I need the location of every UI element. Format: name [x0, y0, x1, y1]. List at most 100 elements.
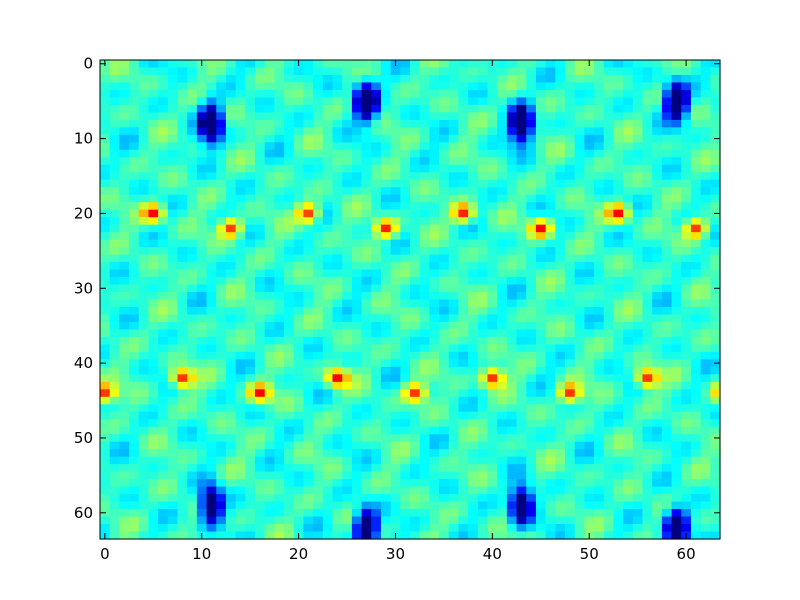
heatmap-cell	[390, 494, 401, 503]
heatmap-cell	[468, 247, 479, 256]
heatmap-cell	[642, 344, 653, 353]
heatmap-cell	[690, 224, 702, 233]
heatmap-cell	[700, 419, 711, 428]
heatmap-cell	[274, 202, 285, 211]
heatmap-cell	[332, 292, 343, 301]
heatmap-cell	[293, 456, 305, 465]
heatmap-cell	[225, 344, 237, 353]
heatmap-cell	[235, 179, 246, 188]
heatmap-cell	[555, 471, 566, 480]
heatmap-cell	[158, 60, 169, 69]
heatmap-cell	[284, 217, 295, 226]
heatmap-cell	[371, 172, 382, 181]
heatmap-cell	[351, 262, 363, 271]
heatmap-cell	[545, 426, 556, 435]
heatmap-cell	[661, 321, 673, 331]
heatmap-cell	[623, 60, 634, 69]
heatmap-cell	[380, 479, 392, 488]
heatmap-cell	[477, 359, 489, 368]
heatmap-cell	[526, 426, 537, 435]
heatmap-cell	[332, 471, 343, 480]
heatmap-cell	[332, 531, 343, 540]
heatmap-cell	[526, 449, 537, 458]
heatmap-cell	[158, 419, 169, 428]
heatmap-cell	[342, 486, 353, 495]
heatmap-cell	[477, 419, 489, 428]
heatmap-cell	[342, 89, 353, 99]
heatmap-cell	[477, 479, 489, 488]
heatmap-cell	[458, 486, 469, 495]
heatmap-cell	[322, 67, 334, 76]
heatmap-cell	[293, 344, 305, 353]
heatmap-cell	[177, 464, 188, 473]
heatmap-cell	[109, 441, 120, 450]
heatmap-cell	[710, 224, 721, 233]
heatmap-cell	[652, 501, 663, 510]
heatmap-cell	[700, 531, 711, 540]
heatmap-cell	[506, 374, 518, 383]
heatmap-cell	[148, 112, 159, 121]
heatmap-cell	[284, 209, 295, 218]
heatmap-cell	[167, 89, 179, 99]
heatmap-cell	[487, 262, 498, 271]
heatmap-cell	[313, 306, 324, 316]
heatmap-cell	[100, 516, 111, 525]
heatmap-cell	[700, 104, 711, 113]
heatmap-cell	[390, 366, 401, 375]
heatmap-cell	[255, 254, 266, 263]
heatmap-cell	[468, 142, 479, 151]
heatmap-cell	[274, 277, 285, 286]
heatmap-cell	[594, 60, 605, 69]
heatmap-cell	[468, 434, 479, 443]
heatmap-cell	[700, 209, 711, 218]
heatmap-cell	[216, 299, 227, 308]
heatmap-cell	[419, 516, 430, 525]
heatmap-cell	[594, 306, 605, 316]
heatmap-cell	[390, 157, 401, 166]
heatmap-cell	[284, 381, 295, 390]
heatmap-cell	[487, 449, 498, 458]
heatmap-cell	[410, 434, 421, 443]
heatmap-cell	[235, 449, 246, 458]
heatmap-cell	[652, 471, 663, 480]
heatmap-cell	[661, 134, 673, 143]
heatmap-cell	[216, 471, 227, 480]
heatmap-cell	[177, 344, 188, 353]
heatmap-cell	[506, 284, 518, 293]
heatmap-cell	[516, 104, 527, 113]
heatmap-cell	[284, 284, 295, 293]
heatmap-cell	[390, 351, 401, 360]
heatmap-cell	[468, 404, 479, 413]
heatmap-cell	[448, 426, 460, 435]
heatmap-cell	[351, 299, 363, 308]
heatmap-cell	[603, 202, 615, 211]
heatmap-cell	[594, 389, 605, 398]
heatmap-cell	[196, 411, 208, 420]
heatmap-cell	[313, 209, 324, 218]
heatmap-cell	[700, 516, 711, 525]
heatmap-cell	[477, 411, 489, 420]
heatmap-cell	[196, 284, 208, 293]
heatmap-cell	[439, 134, 450, 143]
heatmap-cell	[468, 501, 479, 510]
heatmap-cell	[623, 104, 634, 113]
heatmap-cell	[681, 172, 692, 181]
heatmap-cell	[419, 67, 430, 76]
heatmap-cell	[477, 232, 489, 241]
heatmap-cell	[158, 172, 169, 181]
heatmap-cell	[671, 89, 682, 99]
heatmap-cell	[429, 381, 440, 390]
heatmap-cell	[216, 359, 227, 368]
heatmap-cell	[322, 269, 334, 278]
heatmap-cell	[613, 329, 624, 338]
heatmap-cell	[419, 149, 430, 158]
heatmap-cell	[361, 187, 372, 196]
heatmap-cell	[535, 419, 547, 428]
heatmap-cell	[293, 157, 305, 166]
heatmap-cell	[167, 314, 179, 323]
heatmap-cell	[361, 464, 372, 473]
heatmap-cell	[390, 232, 401, 241]
heatmap-cell	[274, 419, 285, 428]
heatmap-cell	[506, 247, 518, 256]
heatmap-cell	[206, 142, 217, 151]
